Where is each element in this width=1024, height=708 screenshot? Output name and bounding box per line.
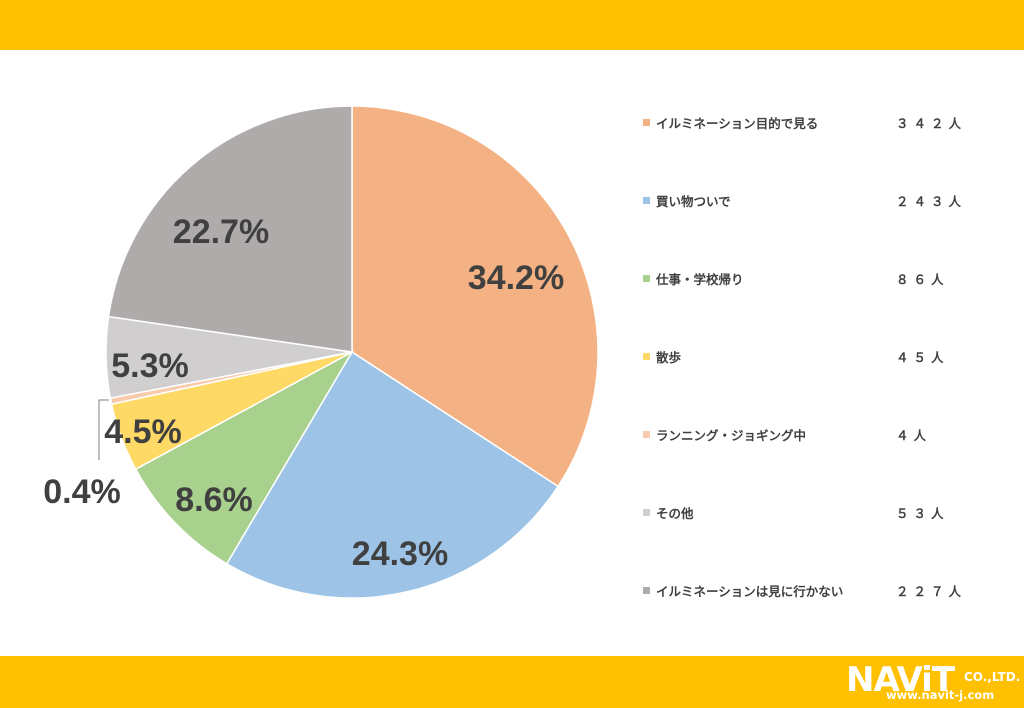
legend-count: ５３人 <box>896 505 949 521</box>
legend-item-2: 買い物ついで ２４３人 <box>643 190 966 210</box>
legend-count: ３４２人 <box>896 115 967 131</box>
bottom-accent-bar <box>0 656 1024 708</box>
legend-label: ランニング・ジョギング中 <box>656 427 807 443</box>
legend-item-3: 仕事・学校帰り ８６人 <box>643 268 949 288</box>
legend-label: 散歩 <box>656 349 682 365</box>
legend-swatch <box>643 274 650 282</box>
legend-count: ２４３人 <box>896 193 967 209</box>
legend-swatch <box>643 586 650 594</box>
legend-item-4: 散歩 ４５人 <box>643 346 949 366</box>
legend-count: ４５人 <box>896 349 949 365</box>
legend-count: ２２７人 <box>896 583 967 599</box>
legend-swatch <box>643 352 650 360</box>
data-label-2: 24.3% <box>352 535 448 573</box>
legend-item-1: イルミネーション目的で見る ３４２人 <box>643 112 966 132</box>
legend-label: イルミネーションは見に行かない <box>656 583 844 599</box>
legend-label: 仕事・学校帰り <box>656 271 744 287</box>
data-label-5: 0.4% <box>43 473 121 511</box>
data-label-6: 5.3% <box>111 347 189 385</box>
legend-label: イルミネーション目的で見る <box>656 115 819 131</box>
logo-url: www.navit-j.com <box>886 688 995 702</box>
data-label-1: 34.2% <box>468 259 564 297</box>
legend-count: ８６人 <box>896 271 949 287</box>
pie-slice-3 <box>134 350 355 565</box>
legend-count: ４人 <box>896 427 932 443</box>
logo-brand: NAViT <box>846 660 955 700</box>
navit-logo: NAViT CO.,LTD. www.navit-j.com <box>846 660 1021 704</box>
legend-label: 買い物ついで <box>656 193 731 209</box>
top-accent-bar <box>0 0 1024 50</box>
legend-swatch <box>643 118 650 126</box>
data-label-7: 22.7% <box>173 213 269 251</box>
leader-line <box>98 399 109 460</box>
legend-swatch <box>643 430 650 438</box>
legend-label: その他 <box>656 505 694 521</box>
data-label-4: 4.5% <box>104 413 182 451</box>
legend-item-5: ランニング・ジョギング中 ４人 <box>643 424 931 444</box>
legend-item-6: その他 ５３人 <box>643 502 949 522</box>
logo-company: CO.,LTD. <box>964 670 1021 684</box>
pie-slice-7 <box>107 105 353 353</box>
legend-swatch <box>643 196 650 204</box>
legend-item-7: イルミネーションは見に行かない ２２７人 <box>643 580 966 600</box>
pie-slice-2 <box>225 350 560 599</box>
data-label-3: 8.6% <box>175 481 253 519</box>
legend-swatch <box>643 508 650 516</box>
